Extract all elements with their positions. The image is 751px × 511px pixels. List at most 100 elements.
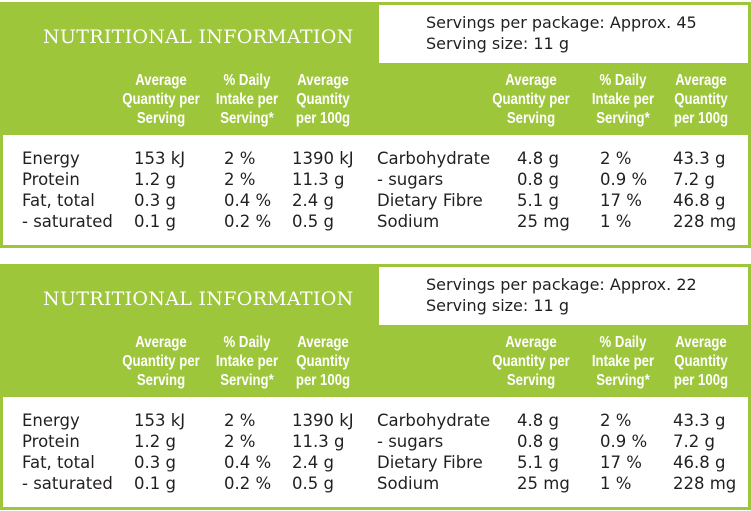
column-header-line: Serving [506, 372, 556, 389]
nutrient-value: 11.3 g [292, 170, 345, 189]
nutrient-value: 0.8 g [517, 432, 559, 451]
nutrient-value: 7.2 g [673, 432, 715, 451]
column-header-line: Average [135, 334, 187, 351]
column-header-line: Average [675, 334, 727, 351]
column-header: Average Quantity per Serving [110, 71, 212, 128]
nutrient-column: Energy Protein Fat, total - saturated [22, 410, 113, 494]
nutrient-column: Energy Protein Fat, total - saturated [22, 148, 113, 232]
nutrient-name: Sodium [377, 212, 440, 231]
nutrient-value: 0.5 g [292, 212, 334, 231]
nutrient-value: 2 % [600, 149, 632, 168]
column-header-line: per 100g [673, 110, 729, 127]
nutrient-value: 43.3 g [673, 149, 726, 168]
nutrient-name: Carbohydrate [377, 411, 491, 430]
nutrient-value: 17 % [600, 191, 642, 210]
nutrient-name: Fat, total [22, 191, 95, 210]
column-header-line: % Daily [599, 72, 647, 89]
nutrition-panel: NUTRITIONAL INFORMATION Servings per pack… [0, 264, 751, 510]
nutrient-value: 0.4 % [224, 191, 272, 210]
nutrient-value: 0.1 g [134, 212, 176, 231]
nutrient-name: - sugars [377, 432, 444, 451]
nutrient-value: 46.8 g [673, 191, 726, 210]
column-header-line: per 100g [295, 372, 351, 389]
servings-box: Servings per package: Approx. 22 Serving … [379, 267, 748, 325]
nutrient-value: 43.3 g [673, 411, 726, 430]
nutrient-name: Sodium [377, 474, 440, 493]
column-header-line: Intake per [215, 91, 279, 108]
nutrient-column: 153 kJ 1.2 g 0.3 g 0.1 g [134, 148, 185, 232]
column-header-line: Serving [136, 110, 186, 127]
nutrient-column: 43.3 g 7.2 g 46.8 g 228 mg [673, 410, 736, 494]
column-header-line: Quantity [674, 91, 728, 108]
panel-header: NUTRITIONAL INFORMATION Servings per pack… [3, 267, 748, 397]
nutrient-value: 17 % [600, 453, 642, 472]
column-header-line: Quantity [296, 91, 350, 108]
nutrient-value: 2 % [224, 170, 256, 189]
column-header-line: Quantity per [492, 353, 570, 370]
column-header: Average Quantity per Serving [110, 333, 212, 390]
column-header-line: % Daily [223, 72, 271, 89]
panel-title: NUTRITIONAL INFORMATION [43, 288, 354, 310]
nutrient-value: 153 kJ [134, 411, 186, 430]
nutrient-value: 2.4 g [292, 453, 334, 472]
servings-per-package: Servings per package: Approx. 22 [426, 275, 697, 294]
column-header-line: per 100g [673, 372, 729, 389]
column-header: Average Quantity per 100g [650, 71, 751, 128]
column-header: Average Quantity per Serving [480, 333, 582, 390]
nutrient-value: 0.5 g [292, 474, 334, 493]
nutrient-value: 1.2 g [134, 170, 176, 189]
nutrient-column: 153 kJ 1.2 g 0.3 g 0.1 g [134, 410, 185, 494]
column-header: % Daily Intake per Serving* [196, 333, 298, 390]
column-header-line: Intake per [591, 91, 655, 108]
nutrient-column: Carbohydrate - sugars Dietary Fibre Sodium [377, 148, 490, 232]
column-header-line: Serving [506, 110, 556, 127]
nutrient-value: 46.8 g [673, 453, 726, 472]
nutrient-value: 153 kJ [134, 149, 186, 168]
nutrient-name: Protein [22, 170, 80, 189]
nutrient-value: 0.2 % [224, 474, 272, 493]
nutrient-value: 228 mg [673, 474, 737, 493]
column-header-line: Serving* [596, 110, 650, 127]
panel-header: NUTRITIONAL INFORMATION Servings per pack… [3, 5, 748, 135]
nutrient-value: 2 % [224, 411, 256, 430]
column-header-line: Serving* [596, 372, 650, 389]
nutrient-value: 0.4 % [224, 453, 272, 472]
nutrient-name: Energy [22, 149, 80, 168]
nutrient-value: 4.8 g [517, 411, 559, 430]
nutrient-column: 1390 kJ 11.3 g 2.4 g 0.5 g [292, 410, 354, 494]
nutrient-value: 1.2 g [134, 432, 176, 451]
nutrient-name: Dietary Fibre [377, 191, 483, 210]
nutrient-value: 5.1 g [517, 453, 559, 472]
column-header-line: Intake per [215, 353, 279, 370]
column-header-line: Serving* [220, 110, 274, 127]
nutrient-value: 0.3 g [134, 191, 176, 210]
nutrient-column: Carbohydrate - sugars Dietary Fibre Sodium [377, 410, 490, 494]
column-header: Average Quantity per Serving [480, 71, 582, 128]
nutrient-value: 11.3 g [292, 432, 345, 451]
servings-box: Servings per package: Approx. 45 Serving … [379, 5, 748, 63]
column-header-line: Serving [136, 372, 186, 389]
nutrient-name: Dietary Fibre [377, 453, 483, 472]
nutrient-value: 0.3 g [134, 453, 176, 472]
column-header: Average Quantity per 100g [272, 333, 374, 390]
column-header: Average Quantity per 100g [272, 71, 374, 128]
nutrient-column: 4.8 g 0.8 g 5.1 g 25 mg [517, 148, 570, 232]
nutrient-name: - sugars [377, 170, 444, 189]
nutrient-value: 25 mg [517, 474, 570, 493]
nutrient-value: 2 % [600, 411, 632, 430]
column-header-line: Average [505, 334, 557, 351]
nutrient-value: 0.9 % [600, 432, 648, 451]
nutrient-value: 0.8 g [517, 170, 559, 189]
serving-size: Serving size: 11 g [426, 296, 569, 315]
nutrient-column: 4.8 g 0.8 g 5.1 g 25 mg [517, 410, 570, 494]
column-header-line: per 100g [295, 110, 351, 127]
nutrient-column: 2 % 0.9 % 17 % 1 % [600, 148, 647, 232]
nutrient-value: 5.1 g [517, 191, 559, 210]
column-header-line: Serving* [220, 372, 274, 389]
nutrient-column: 2 % 0.9 % 17 % 1 % [600, 410, 647, 494]
nutrient-name: Carbohydrate [377, 149, 491, 168]
column-header-line: Quantity per [122, 353, 200, 370]
column-header: Average Quantity per 100g [650, 333, 751, 390]
nutrient-name: Fat, total [22, 453, 95, 472]
servings-per-package: Servings per package: Approx. 45 [426, 13, 697, 32]
